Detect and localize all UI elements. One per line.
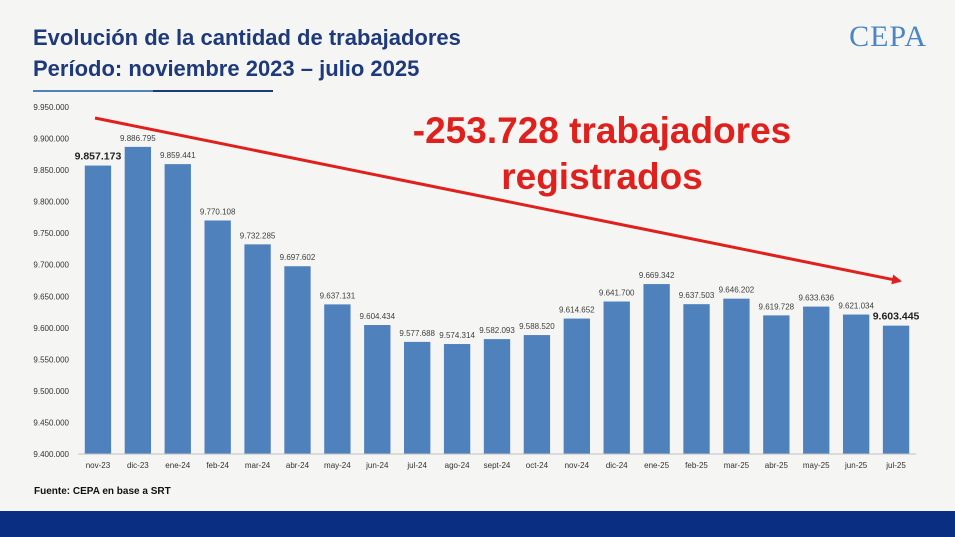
annotation-line-2: registrados: [501, 156, 703, 197]
source-note: Fuente: CEPA en base a SRT: [34, 486, 171, 497]
bar-value-label: 9.641.700: [599, 289, 635, 298]
y-tick-label: 9.450.000: [33, 418, 69, 427]
bar: [124, 146, 152, 455]
bar-value-label: 9.732.285: [240, 231, 276, 240]
title-underline-light: [33, 90, 153, 92]
y-tick-label: 9.850.000: [33, 166, 69, 175]
bar-value-label: 9.859.441: [160, 151, 196, 160]
bar: [523, 335, 551, 454]
bar-value-label: 9.619.728: [759, 302, 795, 311]
bar: [803, 306, 830, 454]
bar-value-label: 9.637.131: [320, 291, 356, 300]
bar: [763, 315, 790, 454]
bar: [723, 298, 750, 454]
x-tick-label: ene-25: [644, 461, 669, 470]
x-tick-label: dic-24: [606, 461, 628, 470]
bar: [284, 266, 311, 454]
x-tick-label: jul-25: [885, 461, 906, 470]
cepa-logo: CEPA: [849, 20, 927, 53]
x-tick-label: abr-24: [286, 461, 310, 470]
x-tick-label: oct-24: [526, 461, 549, 470]
bar: [603, 301, 630, 454]
bar-value-label: 9.574.314: [439, 331, 475, 340]
y-tick-label: 9.400.000: [33, 450, 69, 459]
bar: [563, 318, 590, 454]
x-tick-label: mar-25: [724, 461, 750, 470]
x-tick-label: abr-25: [765, 461, 789, 470]
bar-value-label: 9.614.652: [559, 306, 595, 315]
bar-value-label: 9.886.795: [120, 134, 156, 143]
x-tick-label: may-24: [324, 461, 351, 470]
y-tick-label: 9.550.000: [33, 355, 69, 364]
x-tick-label: jul-24: [406, 461, 427, 470]
x-tick-label: nov-23: [86, 461, 111, 470]
bar: [643, 284, 670, 454]
bar: [842, 314, 870, 454]
x-tick-label: dic-23: [127, 461, 149, 470]
bar-series: 9.857.173 9.886.795 9.859.441 9.770.108 9.73…: [75, 134, 920, 455]
y-tick-label: 9.600.000: [33, 324, 69, 333]
x-tick-label: sept-24: [484, 461, 511, 470]
bar-value-label: 9.646.202: [719, 286, 755, 295]
bar: [204, 220, 231, 454]
annotation-line-1: -253.728 trabajadores: [412, 110, 792, 151]
bar: [364, 325, 391, 454]
chart-title: Evolución de la cantidad de trabajadores…: [33, 22, 461, 84]
bar-value-label: 9.588.520: [519, 322, 555, 331]
y-axis: 9.400.000 9.450.000 9.500.000 9.550.000 9.60…: [33, 103, 69, 459]
y-tick-label: 9.750.000: [33, 229, 69, 238]
y-tick-label: 9.650.000: [33, 292, 69, 301]
bar: [404, 341, 431, 454]
title-underline-dark: [153, 90, 273, 92]
x-tick-label: feb-24: [206, 461, 229, 470]
x-tick-label: jun-25: [844, 461, 868, 470]
title-line-1: Evolución de la cantidad de trabajadores: [33, 25, 461, 50]
bar: [483, 339, 511, 454]
footer-bar: [0, 511, 955, 537]
bar: [683, 304, 710, 454]
y-tick-label: 9.800.000: [33, 198, 69, 207]
bar: [882, 325, 910, 454]
x-tick-label: ene-24: [165, 461, 190, 470]
bar-value-label: 9.857.173: [75, 151, 122, 163]
bar: [443, 344, 471, 454]
bar-value-label: 9.633.636: [798, 294, 834, 303]
x-tick-label: jun-24: [365, 461, 389, 470]
bar: [244, 244, 271, 454]
bar-value-label: 9.621.034: [838, 302, 874, 311]
x-tick-label: nov-24: [565, 461, 590, 470]
bar-value-label: 9.770.108: [200, 207, 236, 216]
bar-value-label: 9.577.688: [399, 329, 435, 338]
trend-arrow: [94, 116, 902, 285]
bar: [164, 164, 191, 454]
y-tick-label: 9.500.000: [33, 387, 69, 396]
decline-annotation: -253.728 trabajadores registrados: [392, 108, 812, 200]
x-tick-label: ago-24: [445, 461, 470, 470]
bar-value-label: 9.637.503: [679, 291, 715, 300]
bar: [324, 304, 351, 454]
x-tick-label: feb-25: [685, 461, 708, 470]
bar-value-label: 9.603.445: [873, 311, 920, 323]
x-tick-label: mar-24: [245, 461, 271, 470]
x-tick-label: may-25: [803, 461, 830, 470]
title-line-2: Período: noviembre 2023 – julio 2025: [33, 56, 420, 81]
bar-value-label: 9.582.093: [479, 326, 515, 335]
y-tick-label: 9.950.000: [33, 103, 69, 112]
y-tick-label: 9.900.000: [33, 135, 69, 144]
bar-value-label: 9.697.602: [280, 253, 316, 262]
y-tick-label: 9.700.000: [33, 261, 69, 270]
bar-value-label: 9.669.342: [639, 271, 675, 280]
bar-value-label: 9.604.434: [359, 312, 395, 321]
x-axis: nov-23 dic-23 ene-24 feb-24 mar-24 abr-24 may-…: [78, 453, 916, 470]
bar: [84, 165, 112, 454]
